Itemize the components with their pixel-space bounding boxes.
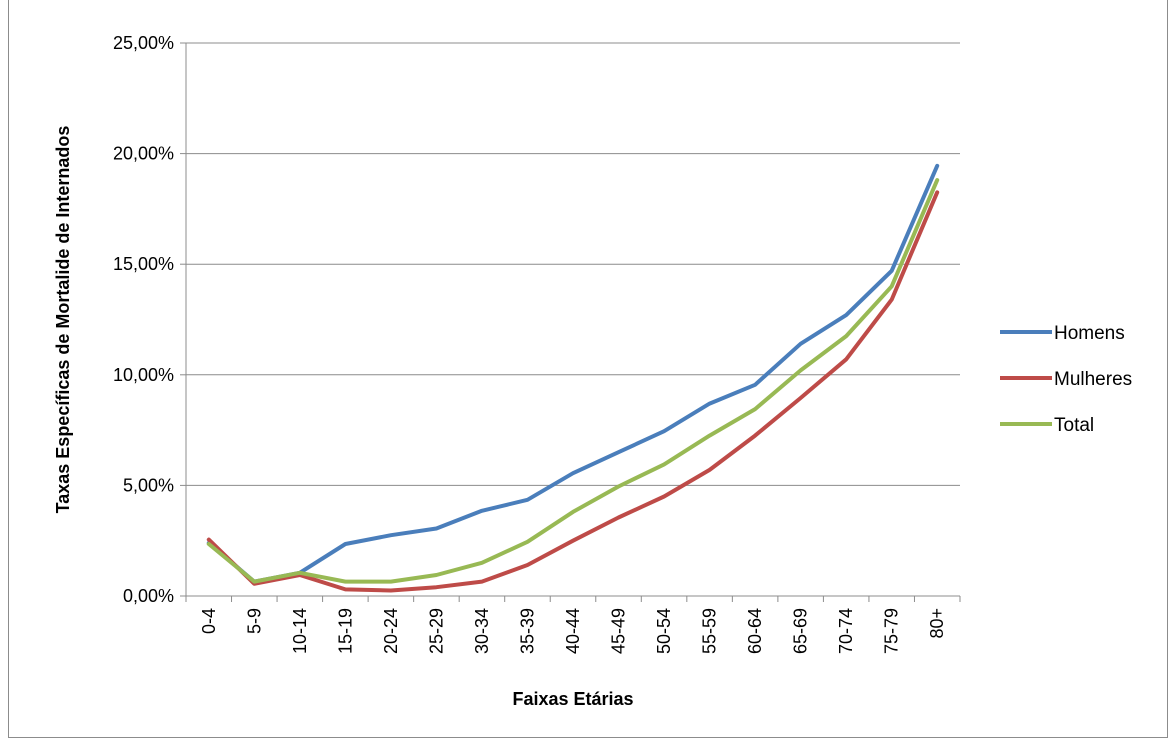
y-tick-label: 10,00% (113, 365, 174, 385)
x-tick-label: 50-54 (654, 608, 674, 654)
legend-label: Total (1054, 415, 1094, 436)
series-line-mulheres (206, 190, 940, 593)
gridlines (186, 42, 960, 486)
axes (180, 42, 961, 602)
x-tick-label: 70-74 (836, 608, 856, 654)
x-tick-label: 80+ (927, 608, 947, 639)
y-tick-labels: 0,00% 5,00% 10,00% 15,00% 20,00% 25,00% (113, 33, 174, 606)
legend-label: Mulheres (1054, 369, 1132, 390)
y-tick-label: 20,00% (113, 144, 174, 164)
x-tick-label: 45-49 (609, 608, 629, 654)
series-line-total (206, 178, 940, 584)
x-axis-title: Faixas Etárias (512, 689, 633, 709)
y-tick-label: 0,00% (123, 586, 174, 606)
legend-label: Homens (1054, 323, 1125, 344)
y-axis-title: Taxas Específicas de Mortalide de Intern… (53, 126, 73, 514)
x-tick-labels: 0-4 5-9 10-14 15-19 20-24 25-29 30-34 35-39 40-4… (199, 608, 947, 654)
chart-frame (8, 0, 1168, 738)
x-tick-label: 20-24 (381, 608, 401, 654)
legend: Homens Mulheres Total (1000, 323, 1132, 436)
x-tick-label: 40-44 (563, 608, 583, 654)
x-tick-label: 0-4 (199, 608, 219, 634)
y-tick-label: 15,00% (113, 254, 174, 274)
x-tick-label: 30-34 (472, 608, 492, 654)
x-tick-label: 35-39 (517, 608, 537, 654)
x-tick-label: 25-29 (426, 608, 446, 654)
x-tick-label: 5-9 (244, 608, 264, 634)
y-tick-label: 5,00% (123, 475, 174, 495)
x-tick-label: 55-59 (700, 608, 720, 654)
x-tick-label: 10-14 (290, 608, 310, 654)
y-tick-label: 25,00% (113, 33, 174, 53)
x-tick-label: 75-79 (882, 608, 902, 654)
series-lines (206, 163, 940, 593)
x-tick-label: 60-64 (745, 608, 765, 654)
x-tick-label: 65-69 (791, 608, 811, 654)
x-tick-label: 15-19 (335, 608, 355, 654)
series-line-homens (206, 163, 940, 584)
